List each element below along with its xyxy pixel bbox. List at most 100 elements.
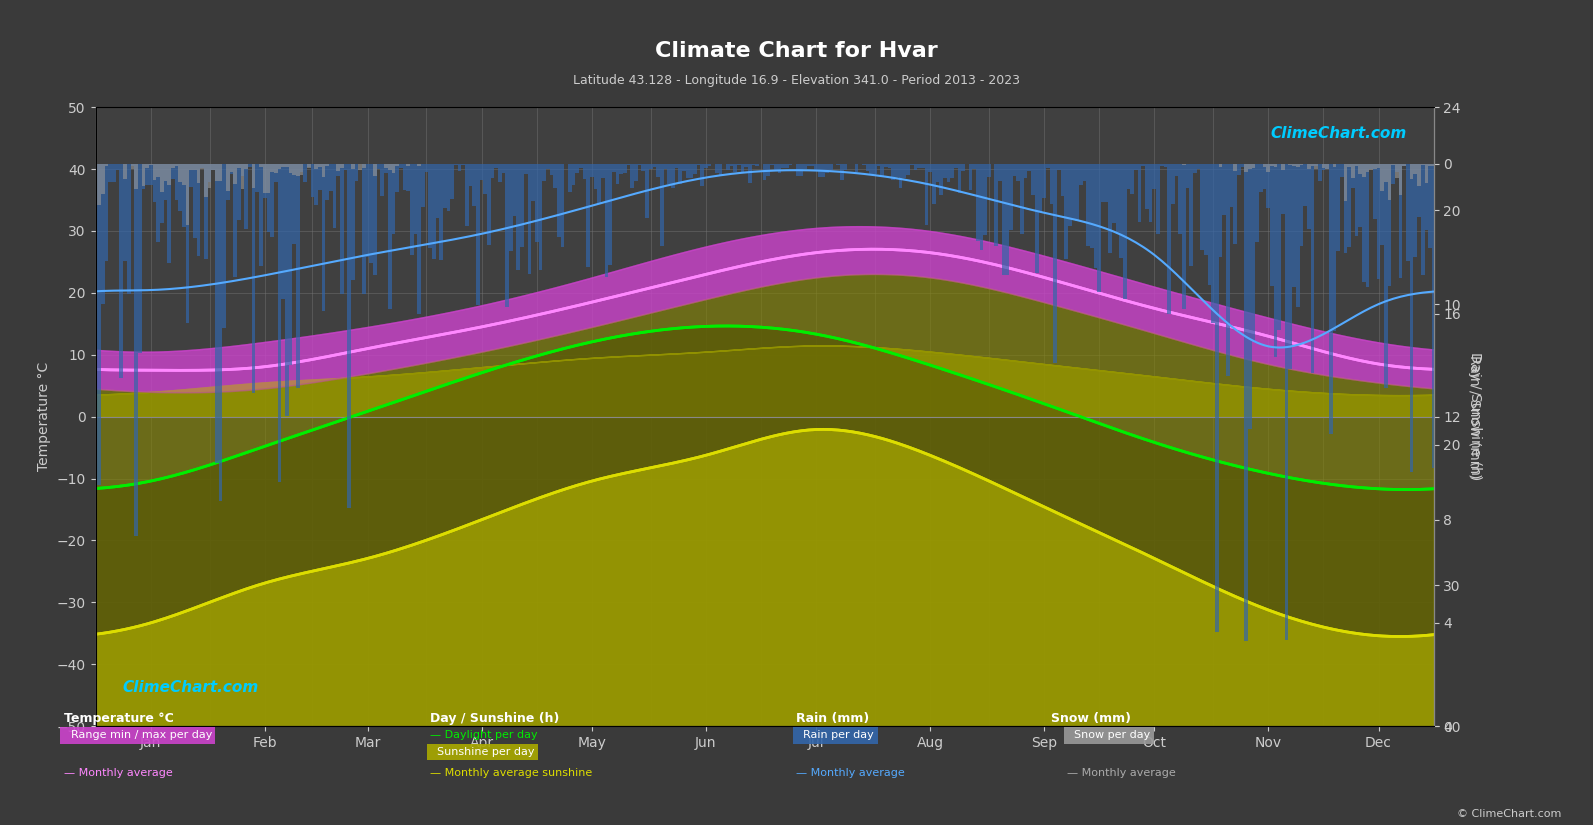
Bar (100, 163, 105, 194)
Bar (255, 163, 260, 192)
Bar (1278, 163, 1281, 330)
Text: Snow per day: Snow per day (1067, 730, 1150, 740)
Text: — Daylight per day: — Daylight per day (430, 730, 538, 740)
Bar (1362, 163, 1365, 177)
Bar (1039, 163, 1042, 212)
Bar (218, 163, 223, 181)
Bar (1424, 163, 1429, 183)
Bar (252, 163, 255, 393)
Bar (159, 163, 164, 192)
Bar (170, 163, 175, 179)
Bar (1252, 163, 1255, 341)
Bar (175, 163, 178, 200)
Bar (1182, 163, 1185, 165)
Bar (620, 163, 623, 174)
Bar (1351, 163, 1354, 188)
Bar (319, 163, 322, 191)
Bar (957, 163, 961, 194)
Bar (674, 163, 679, 168)
Bar (1388, 163, 1391, 200)
Bar (752, 163, 755, 164)
Bar (468, 163, 473, 186)
Bar (319, 163, 322, 167)
Bar (1292, 163, 1295, 166)
Bar (682, 163, 685, 171)
Bar (218, 163, 223, 501)
Bar (1365, 163, 1370, 172)
Bar (910, 163, 913, 165)
Bar (384, 163, 387, 167)
Bar (226, 163, 229, 191)
Bar (344, 163, 347, 170)
Bar (229, 163, 234, 172)
Bar (204, 163, 207, 197)
Bar (142, 163, 145, 189)
Bar (1056, 163, 1061, 170)
Bar (929, 163, 932, 172)
Bar (781, 163, 785, 168)
Bar (696, 163, 701, 165)
Bar (299, 163, 303, 176)
Bar (1094, 163, 1098, 267)
Bar (597, 163, 601, 205)
Bar (1348, 163, 1351, 247)
Bar (1325, 163, 1329, 169)
Bar (362, 163, 366, 168)
Bar (575, 163, 578, 173)
Bar (1008, 163, 1013, 229)
Bar (1306, 163, 1311, 229)
Bar (421, 163, 425, 207)
Bar (1270, 163, 1274, 286)
Bar (785, 163, 789, 167)
Bar (1090, 163, 1094, 247)
Bar (935, 163, 940, 182)
Bar (347, 163, 350, 508)
Bar (201, 163, 204, 169)
Bar (1365, 163, 1370, 287)
Text: © ClimeChart.com: © ClimeChart.com (1456, 808, 1561, 818)
Bar (1300, 163, 1303, 246)
Bar (127, 163, 131, 295)
Bar (234, 163, 237, 276)
Bar (1016, 163, 1020, 181)
Bar (1222, 163, 1227, 214)
Bar (701, 163, 704, 186)
Bar (631, 163, 634, 188)
Bar (1300, 163, 1303, 165)
Bar (1061, 163, 1064, 196)
Bar (1072, 163, 1075, 219)
Bar (1343, 163, 1348, 253)
Bar (241, 163, 244, 189)
Bar (325, 163, 330, 166)
Bar (521, 163, 524, 247)
Bar (612, 163, 616, 172)
Bar (1418, 163, 1421, 186)
Bar (763, 163, 766, 180)
Bar (718, 163, 722, 175)
Bar (972, 163, 977, 168)
Bar (443, 163, 446, 208)
Bar (1101, 163, 1104, 202)
Text: Day / Sunshine (h): Day / Sunshine (h) (430, 712, 559, 725)
Bar (1402, 163, 1407, 167)
Bar (454, 163, 457, 165)
Bar (1168, 163, 1171, 314)
Y-axis label: Temperature °C: Temperature °C (37, 362, 51, 471)
Bar (895, 163, 898, 177)
Bar (381, 163, 384, 196)
Bar (553, 163, 558, 188)
Bar (1241, 163, 1244, 167)
Bar (190, 163, 193, 171)
Bar (215, 163, 218, 181)
Bar (1351, 163, 1354, 178)
Bar (487, 163, 491, 245)
Text: ClimeChart.com: ClimeChart.com (1271, 125, 1407, 141)
Bar (1410, 163, 1413, 473)
Bar (193, 163, 196, 169)
Bar (435, 163, 440, 218)
Bar (1263, 163, 1266, 190)
Bar (462, 163, 465, 166)
Bar (524, 163, 527, 174)
Bar (1274, 163, 1278, 167)
Bar (769, 163, 774, 165)
